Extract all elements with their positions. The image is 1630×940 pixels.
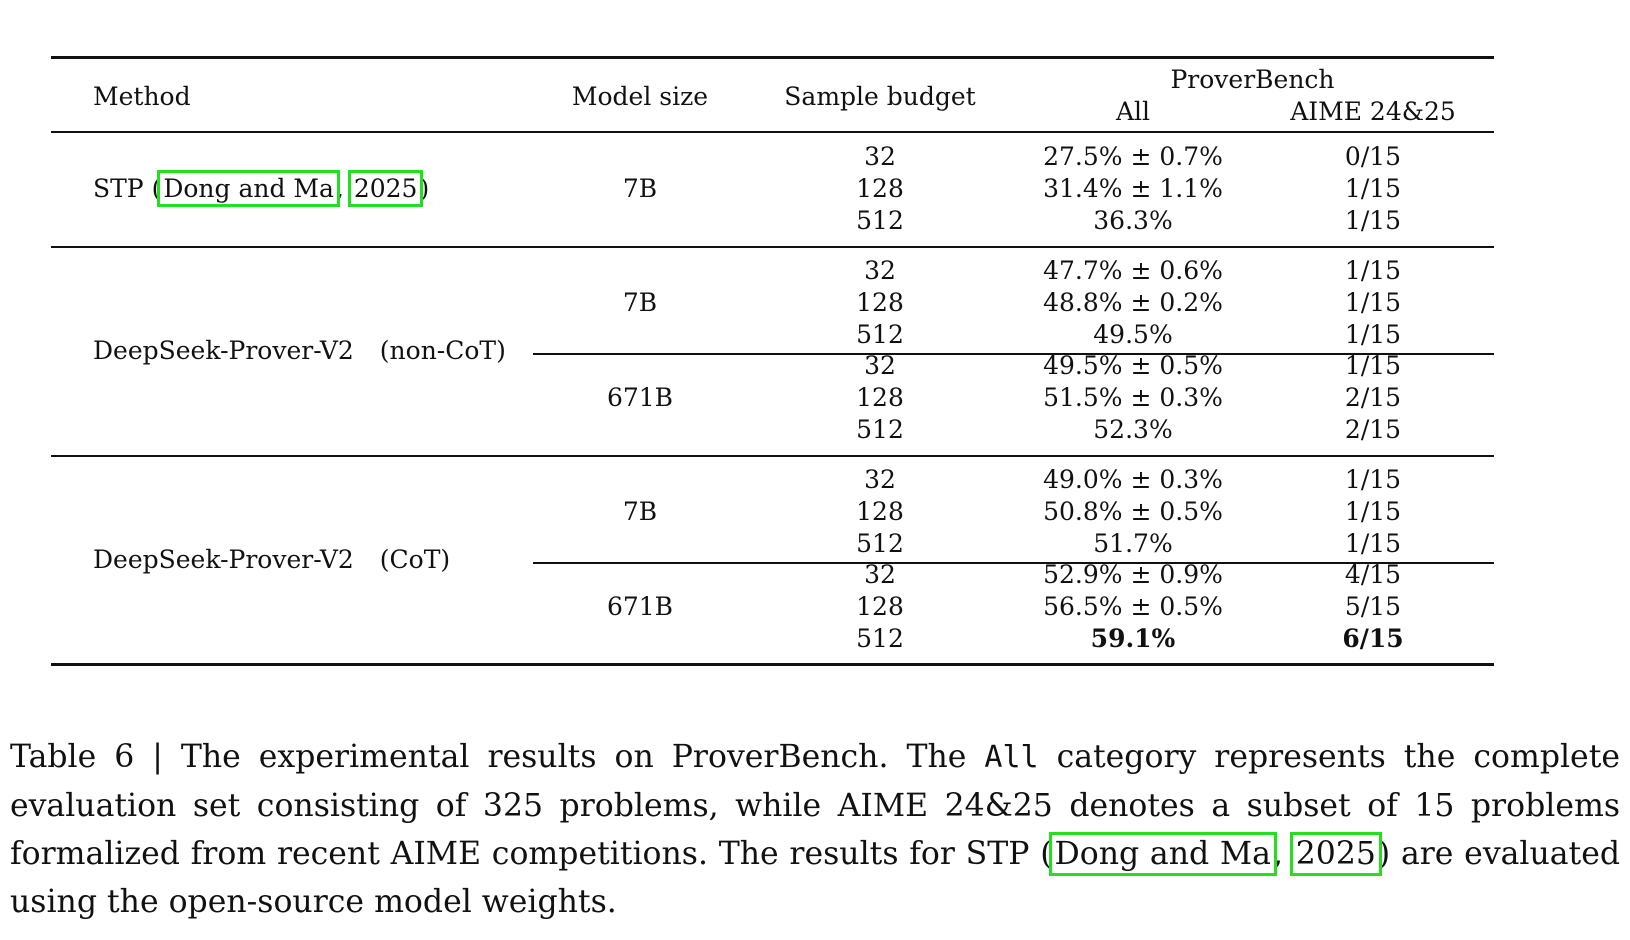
stp-method-suffix: ) (419, 174, 430, 203)
cot-7b-r3-aime: 1/15 (1344, 529, 1402, 558)
cot-method-name: DeepSeek-Prover-V2 (93, 545, 354, 574)
stp-r3-all: 36.3% (1093, 206, 1173, 235)
cot-671b-size: 671B (606, 592, 674, 621)
noncot-7b-r3-budget: 512 (856, 320, 904, 349)
stp-citation-author-link[interactable]: Dong and Ma (157, 170, 340, 207)
stp-r2-all: 31.4% ± 1.1% (1043, 174, 1223, 203)
stp-citation-year-link[interactable]: 2025 (347, 170, 424, 207)
table-caption: Table 6 | The experimental results on Pr… (10, 733, 1620, 926)
noncot-671b-r2-budget: 128 (856, 383, 904, 412)
noncot-7b-r3-aime: 1/15 (1344, 320, 1402, 349)
header-proverbench: ProverBench (1170, 65, 1335, 94)
stp-model-size: 7B (622, 174, 658, 203)
noncot-7b-r2-budget: 128 (856, 288, 904, 317)
stp-r3-budget: 512 (856, 206, 904, 235)
stp-r1-aime: 0/15 (1344, 142, 1402, 171)
stp-r2-budget: 128 (856, 174, 904, 203)
cot-7b-r2-all: 50.8% ± 0.5% (1043, 497, 1223, 526)
cot-7b-r3-budget: 512 (856, 529, 904, 558)
noncot-7b-r3-all: 49.5% (1093, 320, 1173, 349)
noncot-7b-r1-all: 47.7% ± 0.6% (1043, 256, 1223, 285)
cot-671b-r3-budget: 512 (856, 624, 904, 653)
stp-citation-sep: , (335, 174, 352, 203)
caption-part2: category represents the complete evaluat… (10, 739, 1620, 872)
noncot-mid-rule (533, 353, 1494, 355)
stp-method-prefix: STP ( (93, 174, 162, 203)
noncot-7b-r2-all: 48.8% ± 0.2% (1043, 288, 1223, 317)
cot-7b-r3-all: 51.7% (1093, 529, 1173, 558)
cot-7b-r2-budget: 128 (856, 497, 904, 526)
cot-671b-r2-budget: 128 (856, 592, 904, 621)
cot-method: DeepSeek-Prover-V2 (CoT) (93, 545, 450, 575)
noncot-7b-r1-aime: 1/15 (1344, 256, 1402, 285)
cot-mid-rule (533, 562, 1494, 564)
noncot-671b-r3-budget: 512 (856, 415, 904, 444)
noncot-671b-r3-aime: 2/15 (1344, 415, 1402, 444)
noncot-7b-size: 7B (622, 288, 658, 317)
noncot-671b-r1-budget: 32 (864, 351, 896, 380)
header-method: Method (93, 82, 191, 111)
header-sample-budget: Sample budget (784, 82, 976, 111)
cot-671b-r3-all-best: 59.1% (1090, 624, 1176, 653)
cot-671b-r1-all: 52.9% ± 0.9% (1043, 560, 1223, 589)
cot-671b-r3-aime-best: 6/15 (1342, 624, 1404, 653)
stp-r2-aime: 1/15 (1344, 174, 1402, 203)
noncot-671b-size: 671B (606, 383, 674, 412)
noncot-bottom-rule (51, 455, 1494, 457)
caption-part1: Table 6 | The experimental results on Pr… (10, 739, 985, 775)
noncot-variant: (non-CoT) (379, 336, 506, 365)
caption-citation-sep: , (1272, 836, 1294, 872)
cot-671b-r2-all: 56.5% ± 0.5% (1043, 592, 1223, 621)
cot-671b-r1-aime: 4/15 (1344, 560, 1402, 589)
noncot-671b-r1-aime: 1/15 (1344, 351, 1402, 380)
stp-method: STP (Dong and Ma, 2025) (93, 170, 430, 207)
cot-7b-r1-budget: 32 (864, 465, 896, 494)
stp-r1-budget: 32 (864, 142, 896, 171)
table-bottom-rule (51, 663, 1494, 666)
noncot-method-name: DeepSeek-Prover-V2 (93, 336, 354, 365)
caption-code-all: All (984, 740, 1039, 775)
header-all: All (1115, 97, 1151, 126)
noncot-671b-r3-all: 52.3% (1093, 415, 1173, 444)
cot-671b-r1-budget: 32 (864, 560, 896, 589)
header-bottom-rule (51, 131, 1494, 133)
header-model-size: Model size (571, 82, 709, 111)
cot-671b-r2-aime: 5/15 (1344, 592, 1402, 621)
cot-variant: (CoT) (379, 545, 451, 574)
stp-r3-aime: 1/15 (1344, 206, 1402, 235)
header-aime: AIME 24&25 (1290, 97, 1456, 126)
cot-7b-size: 7B (622, 497, 658, 526)
cot-7b-r1-aime: 1/15 (1344, 465, 1402, 494)
caption-citation-author-link[interactable]: Dong and Ma (1048, 832, 1277, 876)
caption-citation-year-link[interactable]: 2025 (1289, 832, 1382, 876)
caption-part3: ) are evaluated using the open-source mo… (10, 836, 1621, 920)
table-top-rule (51, 56, 1494, 59)
stp-r1-all: 27.5% ± 0.7% (1043, 142, 1223, 171)
noncot-7b-r1-budget: 32 (864, 256, 896, 285)
noncot-7b-r2-aime: 1/15 (1344, 288, 1402, 317)
cot-7b-r2-aime: 1/15 (1344, 497, 1402, 526)
noncot-671b-r1-all: 49.5% ± 0.5% (1043, 351, 1223, 380)
cot-7b-r1-all: 49.0% ± 0.3% (1043, 465, 1223, 494)
noncot-method: DeepSeek-Prover-V2 (non-CoT) (93, 336, 506, 366)
noncot-671b-r2-aime: 2/15 (1344, 383, 1402, 412)
stp-bottom-rule (51, 246, 1494, 248)
noncot-671b-r2-all: 51.5% ± 0.3% (1043, 383, 1223, 412)
